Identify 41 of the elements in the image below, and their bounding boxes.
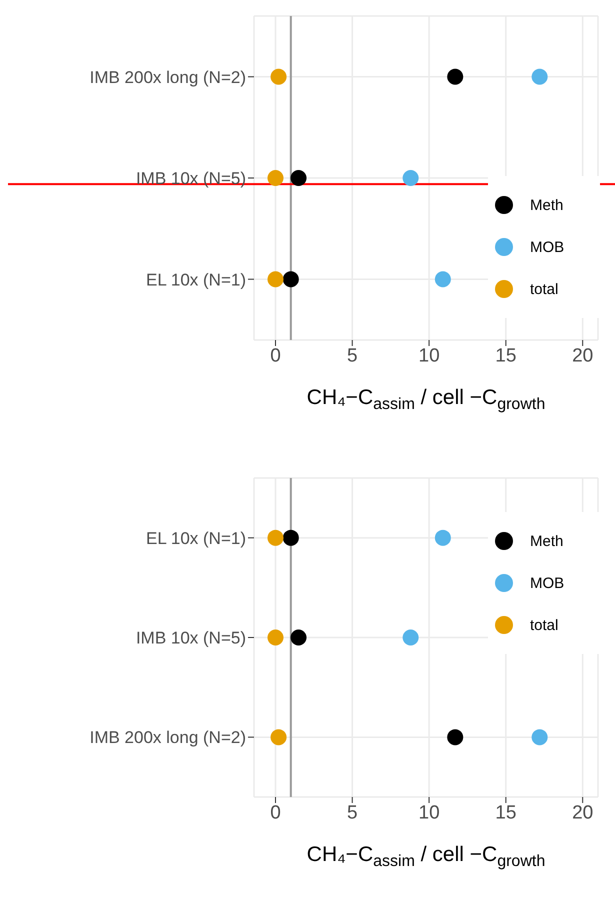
- point: [270, 729, 287, 746]
- point: [290, 630, 307, 646]
- y-tick-label: IMB 10x (N=5): [136, 628, 246, 648]
- point: [270, 68, 287, 85]
- x-tick-label: 10: [418, 345, 440, 366]
- x-tick-label: 20: [572, 802, 594, 824]
- point: [268, 170, 284, 186]
- point: [268, 630, 284, 646]
- point: [402, 170, 419, 186]
- y-tick-label: IMB 200x long (N=2): [90, 68, 246, 87]
- x-axis-title: CH₄−C$_{assim}$ / cell −C$_{growth}$: [306, 386, 546, 413]
- x-tick-label: 0: [270, 345, 281, 366]
- point: [268, 271, 284, 288]
- x-axis-title: CH₄−C$_{assim}$ / cell −C$_{growth}$: [306, 843, 546, 870]
- point: [402, 630, 419, 646]
- x-tick-label: 15: [495, 345, 516, 366]
- point: [290, 170, 307, 186]
- legend-label: MOB: [530, 238, 564, 256]
- y-tick-label: EL 10x (N=1): [146, 270, 246, 290]
- x-tick-label: 0: [270, 802, 281, 824]
- y-tick-label: IMB 200x long (N=2): [90, 728, 246, 748]
- legend-label: total: [530, 280, 558, 298]
- legend-label: MOB: [530, 574, 564, 592]
- x-tick-label: 20: [572, 345, 594, 366]
- legend-label: Meth: [530, 196, 564, 214]
- x-tick-label: 15: [495, 802, 516, 824]
- point: [268, 530, 284, 546]
- point: [447, 729, 464, 746]
- point: [447, 68, 464, 85]
- point: [532, 729, 548, 746]
- x-tick-label: 5: [346, 802, 358, 824]
- point: [282, 271, 299, 288]
- x-tick-label: 10: [418, 802, 440, 824]
- legend-label: Meth: [530, 532, 564, 550]
- point: [532, 68, 548, 85]
- point: [282, 530, 299, 546]
- y-tick-label: EL 10x (N=1): [146, 528, 246, 548]
- legend-label: total: [530, 616, 558, 634]
- x-tick-label: 5: [346, 345, 358, 366]
- point: [434, 530, 451, 546]
- point: [434, 271, 451, 288]
